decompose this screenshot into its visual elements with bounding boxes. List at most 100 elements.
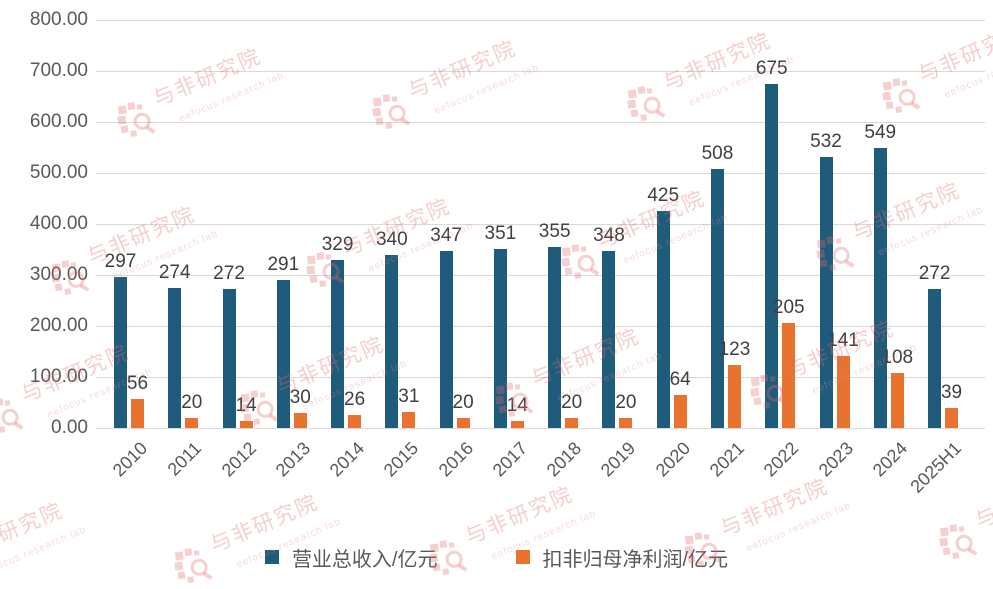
legend-swatch-revenue-icon	[264, 550, 279, 564]
bar-profit-2017	[510, 420, 524, 428]
legend-label-profit: 扣非归母净利润/亿元	[542, 548, 729, 571]
value-label-profit-2017: 14	[506, 394, 528, 416]
gridline-700	[96, 71, 985, 72]
bar-revenue-2012	[222, 289, 236, 428]
value-label-revenue-2020: 425	[647, 185, 680, 207]
legend-item-profit: 扣非归母净利润/亿元	[515, 543, 729, 572]
x-axis-tick-2010: 2010	[108, 438, 152, 481]
gridline-100	[96, 377, 985, 378]
value-label-revenue-2013: 291	[267, 253, 300, 275]
value-label-profit-2025H1: 39	[940, 382, 963, 404]
value-label-profit-2010: 56	[126, 373, 149, 395]
x-axis-tick-2014: 2014	[325, 438, 369, 481]
bar-revenue-2021	[710, 168, 724, 428]
value-label-profit-2018: 20	[561, 391, 583, 413]
bar-profit-2020	[673, 395, 687, 428]
bar-revenue-2024	[873, 148, 887, 428]
gridline-400	[96, 224, 985, 225]
value-label-profit-2013: 30	[289, 386, 311, 408]
y-axis-tick-500: 500.00	[29, 162, 88, 183]
x-axis-tick-2017: 2017	[488, 438, 532, 481]
y-axis-tick-400: 400.00	[29, 213, 88, 234]
chart-legend: 营业总收入/亿元 扣非归母净利润/亿元	[0, 542, 993, 572]
legend-label-revenue: 营业总收入/亿元	[291, 548, 438, 571]
bar-profit-2025H1	[945, 408, 959, 428]
bar-profit-2019	[619, 417, 633, 428]
x-axis-tick-2023: 2023	[814, 438, 857, 481]
x-axis-tick-2016: 2016	[434, 438, 477, 481]
legend-swatch-profit-icon	[515, 550, 530, 564]
value-label-revenue-2019: 348	[593, 224, 625, 246]
value-label-revenue-2024: 549	[864, 122, 897, 143]
value-label-profit-2021: 123	[718, 339, 751, 361]
x-axis-tick-2022: 2022	[759, 438, 803, 481]
value-label-revenue-2010: 297	[104, 250, 137, 272]
x-axis-tick-2025H1: 2025H1	[906, 438, 966, 497]
value-label-profit-2023: 141	[827, 330, 859, 352]
bar-revenue-2025H1	[928, 289, 942, 428]
bar-profit-2014	[348, 414, 362, 428]
value-label-revenue-2018: 355	[538, 220, 571, 242]
value-label-revenue-2012: 272	[213, 263, 245, 285]
x-axis-tick-2011: 2011	[163, 438, 206, 480]
gridline-200	[96, 326, 985, 327]
bar-revenue-2022	[765, 83, 779, 428]
value-label-profit-2012: 14	[235, 394, 257, 416]
x-axis-tick-2013: 2013	[271, 438, 314, 481]
x-axis-tick-2018: 2018	[542, 438, 586, 481]
bar-profit-2015	[402, 412, 416, 428]
value-label-profit-2019: 20	[615, 391, 637, 413]
bar-revenue-2017	[493, 248, 507, 428]
value-label-revenue-2014: 329	[321, 234, 354, 256]
bar-revenue-2016	[439, 251, 453, 428]
bar-revenue-2014	[331, 260, 345, 428]
value-label-revenue-2015: 340	[375, 228, 408, 250]
bar-profit-2023	[836, 356, 850, 428]
value-label-revenue-2025H1: 272	[918, 263, 951, 285]
value-label-profit-2011: 20	[181, 391, 203, 413]
gridline-500	[96, 173, 985, 174]
y-axis-tick-100: 100.00	[29, 366, 88, 387]
bar-profit-2012	[239, 420, 253, 428]
bar-revenue-2018	[548, 246, 562, 428]
x-axis-tick-2019: 2019	[597, 438, 640, 481]
value-label-profit-2024: 108	[881, 346, 914, 368]
bar-revenue-2019	[602, 250, 616, 428]
bar-revenue-2023	[819, 156, 833, 428]
y-axis-tick-700: 700.00	[29, 60, 88, 81]
y-axis-tick-200: 200.00	[29, 315, 88, 336]
y-axis-tick-300: 300.00	[29, 264, 88, 285]
y-axis-tick-800: 800.00	[29, 9, 88, 30]
x-axis-tick-2021: 2021	[705, 438, 749, 481]
gridline-0	[96, 428, 985, 429]
value-label-revenue-2011: 274	[158, 262, 191, 284]
value-label-revenue-2023: 532	[810, 130, 842, 152]
value-label-revenue-2022: 675	[755, 57, 788, 79]
bar-profit-2013	[293, 412, 307, 428]
value-label-profit-2022: 205	[772, 297, 805, 319]
value-label-profit-2014: 26	[344, 388, 366, 410]
x-axis-tick-2015: 2015	[380, 438, 423, 481]
bar-profit-2022	[782, 323, 796, 428]
bar-profit-2018	[565, 417, 579, 428]
value-label-revenue-2021: 508	[701, 142, 734, 164]
gridline-300	[96, 275, 985, 276]
x-axis-tick-2024: 2024	[868, 438, 911, 481]
x-axis-tick-2020: 2020	[651, 438, 694, 481]
bar-profit-2021	[727, 365, 741, 428]
y-axis-tick-600: 600.00	[29, 111, 88, 132]
gridline-600	[96, 122, 985, 123]
value-label-profit-2020: 64	[669, 369, 691, 391]
bar-revenue-2015	[385, 254, 399, 428]
x-axis-tick-2012: 2012	[217, 438, 260, 481]
y-axis-tick-0: 0.00	[51, 417, 88, 438]
bar-revenue-2020	[656, 211, 670, 428]
bar-profit-2016	[456, 417, 470, 428]
bar-profit-2010	[131, 399, 144, 428]
value-label-revenue-2017: 351	[484, 222, 517, 244]
bar-revenue-2011	[168, 288, 182, 428]
gridline-800	[96, 20, 985, 21]
bar-revenue-2010	[114, 276, 127, 428]
